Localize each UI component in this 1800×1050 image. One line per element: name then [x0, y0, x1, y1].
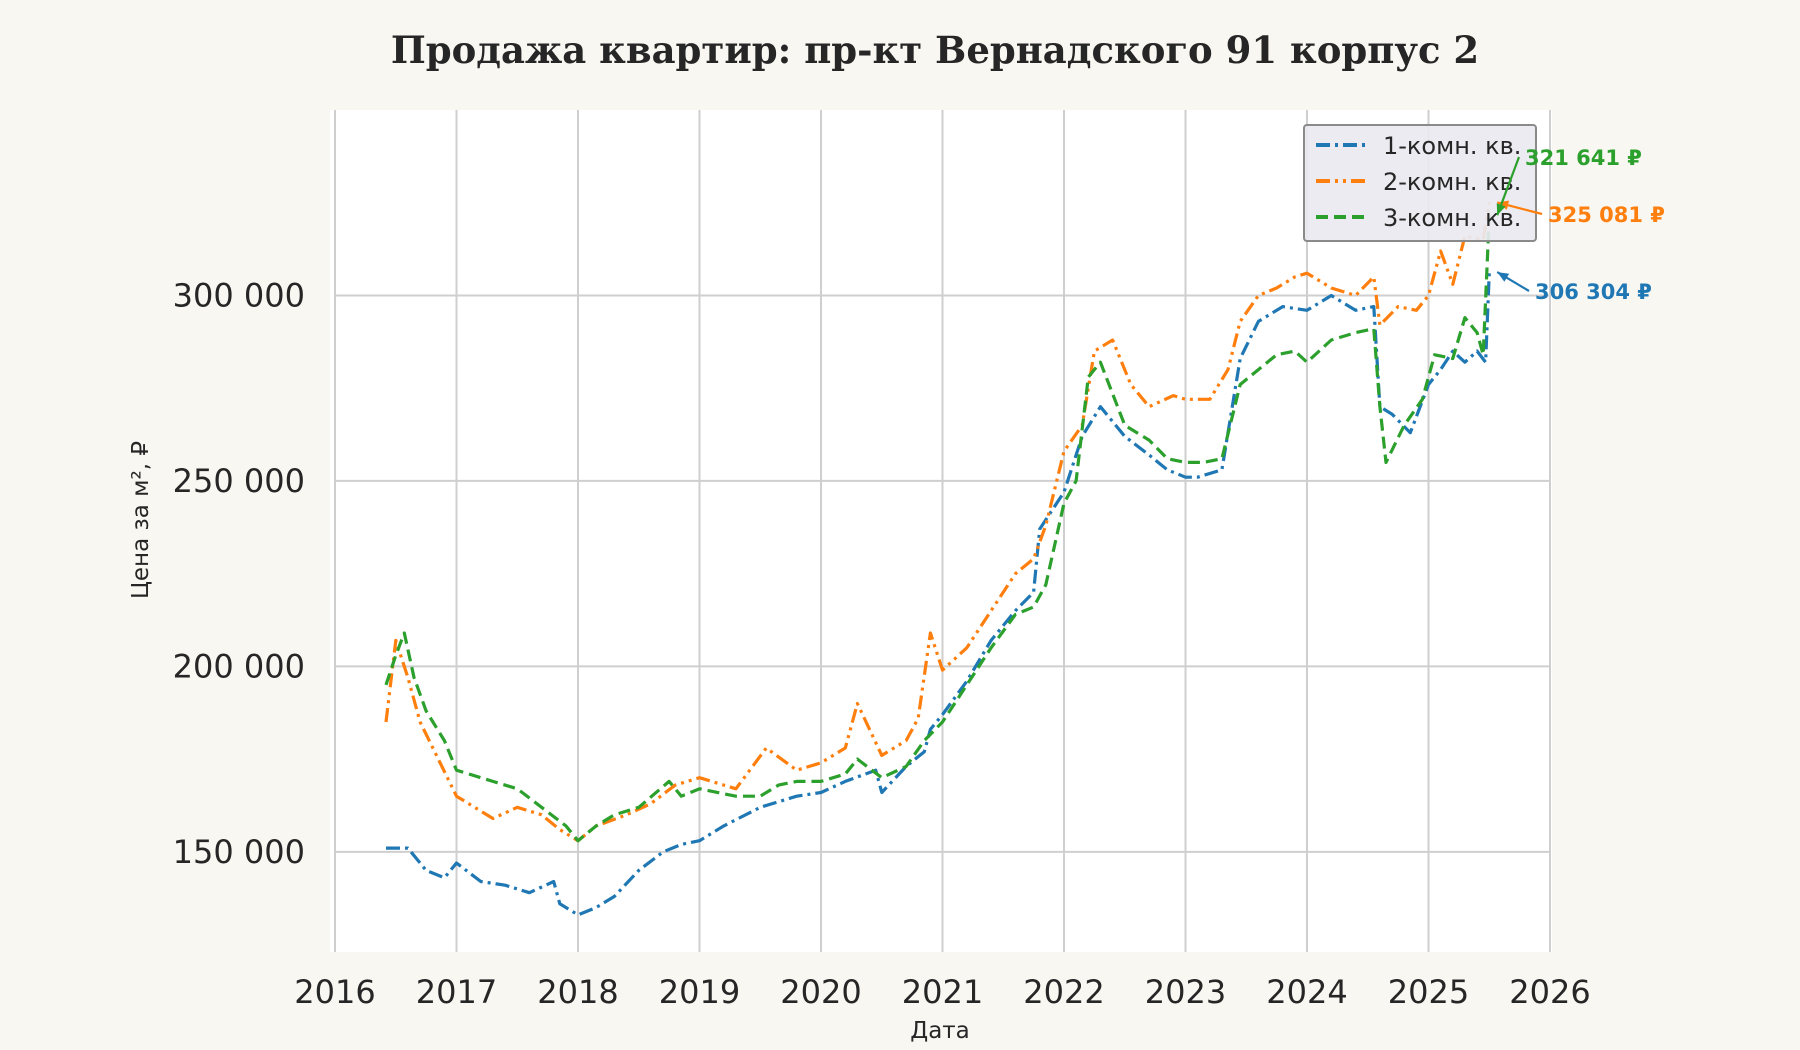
x-tick-label: 2022 — [1023, 973, 1104, 1011]
annotation-arrowhead — [1496, 203, 1506, 216]
series-layer — [384, 202, 1491, 917]
x-tick-label: 2016 — [294, 973, 375, 1011]
y-tick-label: 300 000 — [173, 276, 305, 314]
x-tick-label: 2018 — [537, 973, 618, 1011]
annotation-label: 306 304 ₽ — [1535, 280, 1652, 304]
legend-label: 1-комн. кв. — [1383, 132, 1521, 160]
x-tick-label: 2023 — [1145, 973, 1226, 1011]
chart-title: Продажа квартир: пр-кт Вернадского 91 ко… — [391, 28, 1479, 72]
y-tick-label: 200 000 — [173, 647, 305, 685]
ticks: 2016 2017 2018 2019 2020 2021 2022 2023 2024 2025… — [173, 276, 1591, 1011]
x-tick-label: 2024 — [1266, 973, 1347, 1011]
series-line-3 — [384, 215, 1491, 843]
legend-label: 2-комн. кв. — [1383, 168, 1521, 196]
x-tick-label: 2017 — [416, 973, 497, 1011]
series-line-2 — [384, 202, 1491, 843]
x-tick-label: 2020 — [780, 973, 861, 1011]
x-tick-label: 2021 — [902, 973, 983, 1011]
y-tick-label: 250 000 — [173, 462, 305, 500]
annotations: 306 304 ₽ 325 081 ₽ 321 641 ₽ — [1496, 146, 1665, 304]
annotation-arrowhead — [1497, 272, 1510, 282]
x-tick-label: 2026 — [1509, 973, 1590, 1011]
annotation-label: 325 081 ₽ — [1548, 203, 1665, 227]
annotation-arrowhead — [1497, 200, 1510, 210]
grid — [334, 110, 1551, 952]
legend: 1-комн. кв.2-комн. кв.3-комн. кв. — [1303, 124, 1537, 242]
x-tick-label: 2025 — [1388, 973, 1469, 1011]
y-tick-label: 150 000 — [173, 833, 305, 871]
x-tick-label: 2019 — [659, 973, 740, 1011]
legend-box — [1303, 124, 1537, 242]
annotation-label: 321 641 ₽ — [1525, 146, 1642, 170]
y-axis-label: Цена за м², ₽ — [128, 441, 154, 599]
x-axis-label: Дата — [910, 1018, 970, 1044]
